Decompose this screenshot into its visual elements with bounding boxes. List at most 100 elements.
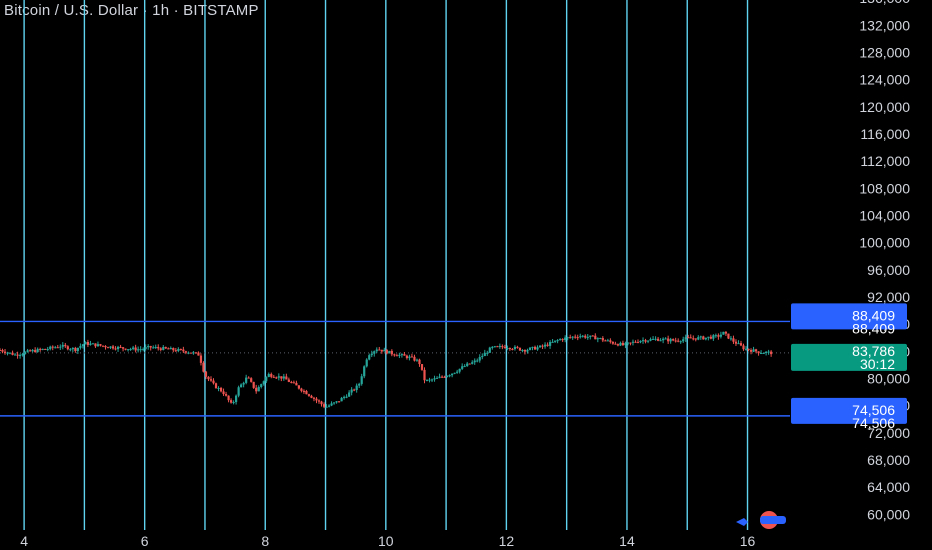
candle-body [614,343,617,345]
candle-body [343,396,346,398]
x-tick-label: 6 [141,533,149,549]
candle-body [358,383,361,386]
candle-body [624,343,627,346]
candle-body [327,405,331,407]
y-tick-label: 120,000 [859,99,910,115]
candle-body [6,352,9,354]
candle-body [604,340,607,342]
candle-body [712,335,715,339]
candle-body [501,346,504,348]
candle-body [96,344,100,347]
candle-body [413,356,416,361]
horizontal-levels [0,320,790,417]
candle-body [599,338,602,340]
candle-body [759,353,763,355]
candle-body [222,391,225,395]
candle-body [152,347,155,349]
candle-body [466,363,469,367]
candle-body [182,349,185,352]
chart-title: Bitcoin / U.S. Dollar · 1h · BITSTAMP [4,2,259,19]
candle-body [704,337,707,340]
candle-body [754,349,758,352]
x-tick-label: 12 [499,533,515,549]
candle-body [13,354,17,356]
candle-body [368,355,371,360]
candle-body [521,349,524,351]
candle-body [634,341,637,343]
candle-body [312,397,316,399]
candle-body [375,349,378,352]
candle-body [365,359,368,367]
candle-body [717,335,720,337]
candle-body [584,335,587,338]
candle-body [651,338,655,340]
candle-body [292,382,295,384]
candle-body [551,341,554,343]
level-badge [791,303,907,330]
candle-body [167,348,170,350]
candle-body [405,355,409,359]
candle-body [235,395,238,403]
candle-body [330,403,333,406]
candle-body [265,376,268,382]
candle-body [295,382,298,386]
candle-body [463,366,466,368]
candle-body [747,348,750,351]
candle-body [121,347,125,349]
candle-body [224,394,228,396]
candle-body [644,340,647,342]
y-tick-label: 104,000 [859,208,910,224]
candle-body [147,346,150,348]
candle-body [594,335,597,340]
candle-body [129,348,132,350]
candle-body [242,382,245,385]
candle-body [302,390,306,392]
candle-body [626,342,630,344]
candle-body [496,346,499,348]
y-tick-label: 100,000 [859,235,910,251]
candle-body [526,349,529,352]
candle-body [420,364,424,370]
candle-body [227,395,230,401]
candle-body [486,352,489,354]
candle-body [345,396,348,398]
candle-body [669,339,672,342]
candle-body [531,346,534,348]
candle-body [518,347,522,351]
candle-body [277,376,280,378]
candle-body [734,341,738,344]
candle-body [325,406,328,408]
candle-body [757,351,760,354]
candle-body [752,349,755,352]
y-tick-label: 60,000 [867,506,910,522]
candle-body [114,348,117,350]
candle-body [56,347,59,349]
candle-body [229,400,233,403]
candle-body [458,368,461,372]
candle-body [546,344,549,346]
candle-body [571,336,574,338]
y-tick-label: 80,000 [867,371,910,387]
candle-body [36,348,39,353]
candle-body [689,337,692,339]
candle-body [451,373,454,376]
candle-body [737,343,740,345]
candle-body [109,346,112,348]
candle-body [24,351,27,355]
candle-body [162,347,165,350]
candle-body [104,346,107,348]
candle-body [672,339,675,341]
candle-body [430,379,434,381]
candle-body [267,374,270,377]
candle-body [400,354,403,356]
replay-icon[interactable] [736,511,786,529]
candle-body [290,381,293,383]
candle-body [370,353,373,356]
y-tick-label: 116,000 [860,126,910,142]
candle-body [556,340,559,342]
candle-body [586,336,589,338]
candle-body [770,351,773,355]
candle-body [749,350,753,352]
candle-body [317,400,321,402]
